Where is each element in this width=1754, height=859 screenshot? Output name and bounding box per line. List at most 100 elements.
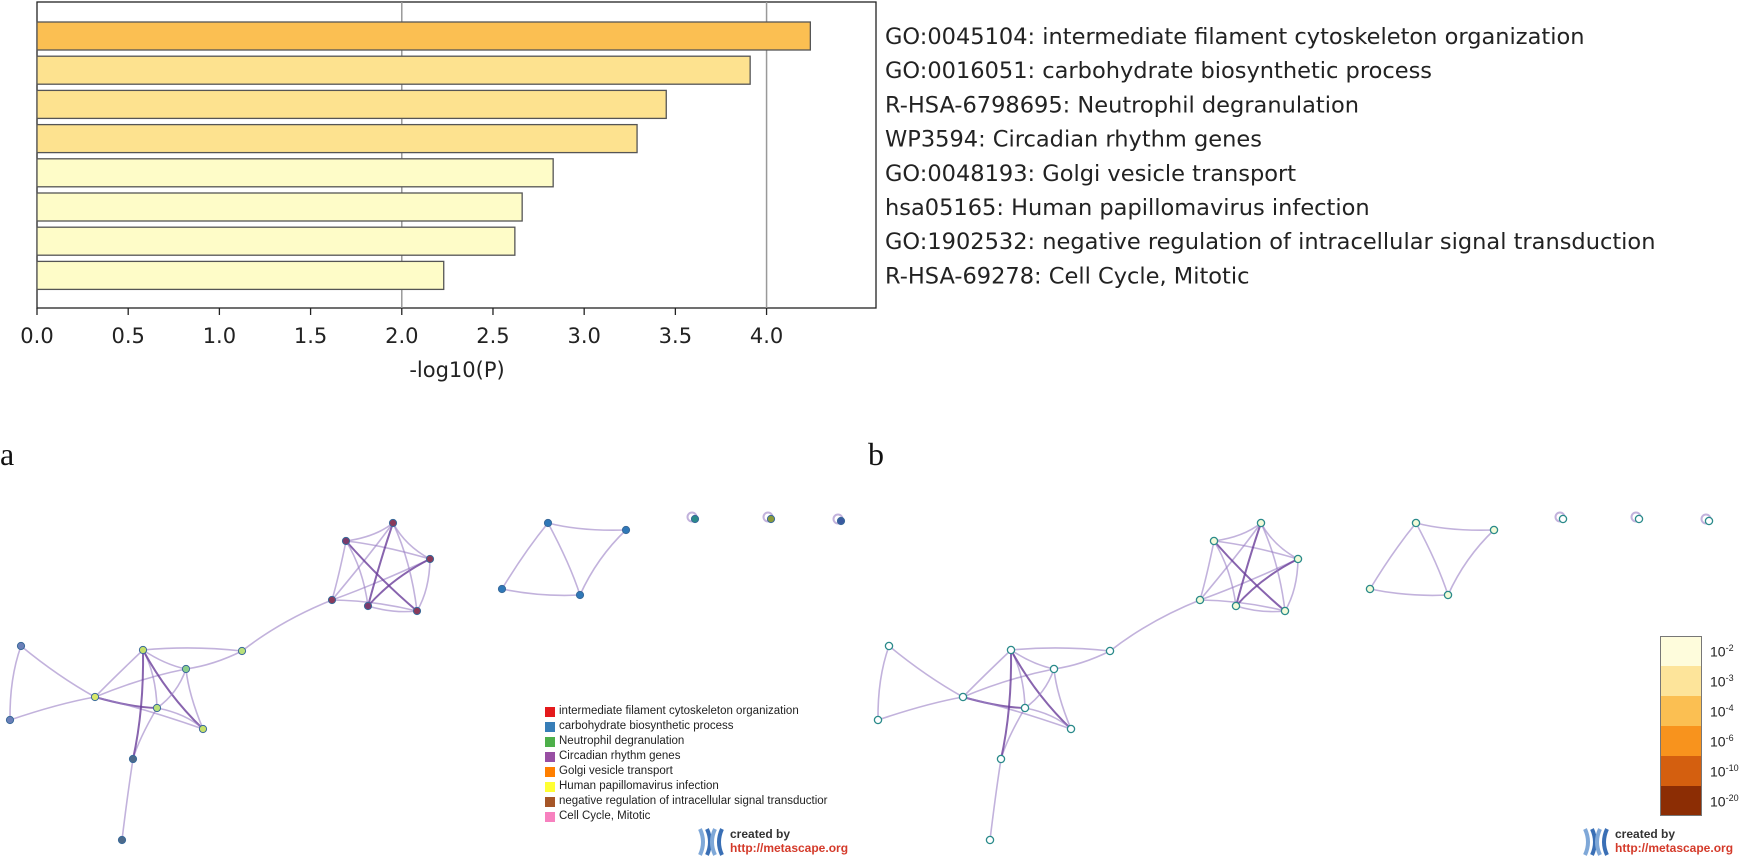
network-node[interactable] (1231, 601, 1241, 611)
enrichment-bar-chart: GO:0045104: intermediate filament cytosk… (20, 1, 1655, 382)
network-node[interactable] (1634, 514, 1644, 524)
network-node[interactable] (884, 641, 894, 651)
network-edge (1010, 649, 1072, 730)
metascape-credit-b: created by http://metascape.org (1582, 827, 1733, 857)
network-node[interactable] (388, 518, 398, 528)
network-edge (1213, 540, 1237, 607)
network-node[interactable] (1066, 724, 1076, 734)
credit-url[interactable]: http://metascape.org (1615, 841, 1734, 855)
legend-swatch (545, 781, 555, 792)
x-tick-label: 3.5 (659, 324, 692, 348)
network-edge (1284, 558, 1299, 612)
network-node[interactable] (1704, 516, 1714, 526)
category-label: hsa05165: Human papillomavirus infection (885, 195, 1370, 221)
network-node[interactable] (958, 692, 968, 702)
scale-label: 10-3 (1710, 672, 1734, 690)
network-node[interactable] (128, 754, 138, 764)
scale-swatch (1660, 756, 1702, 786)
scale-label: 10-10 (1710, 762, 1739, 780)
network-node[interactable] (1105, 646, 1115, 656)
legend-item: negative regulation of intracellular sig… (545, 794, 828, 809)
category-label: GO:1902532: negative regulation of intra… (885, 229, 1655, 255)
panel-label-a: a (0, 436, 15, 472)
network-node[interactable] (363, 601, 373, 611)
x-tick-label: 0.0 (20, 324, 53, 348)
network-node[interactable] (1049, 664, 1059, 674)
bar (36, 192, 523, 222)
network-edge (367, 558, 431, 607)
network-node[interactable] (1280, 606, 1290, 616)
category-label: GO:0045104: intermediate filament cytosk… (885, 24, 1584, 50)
network-node[interactable] (996, 754, 1006, 764)
network-node[interactable] (621, 525, 631, 535)
network-edge (132, 707, 158, 760)
scale-swatch (1660, 636, 1702, 666)
network-edge (9, 696, 96, 721)
x-tick-label: 1.0 (203, 324, 236, 348)
credit-url[interactable]: http://metascape.org (730, 841, 849, 855)
network-node[interactable] (836, 516, 846, 526)
network-node[interactable] (198, 724, 208, 734)
network-node[interactable] (766, 514, 776, 524)
network-edge (579, 529, 627, 596)
legend-swatch (545, 796, 555, 807)
network-node[interactable] (985, 835, 995, 845)
network-node[interactable] (1558, 514, 1568, 524)
x-tick-label: 3.0 (567, 324, 600, 348)
network-edge (331, 522, 394, 601)
scale-row: 10-6 (1660, 726, 1739, 756)
network-node[interactable] (575, 590, 585, 600)
network-edge (877, 696, 964, 721)
network-edge (1199, 540, 1215, 601)
network-node[interactable] (1489, 525, 1499, 535)
scale-swatch (1660, 696, 1702, 726)
network-node[interactable] (90, 692, 100, 702)
network-node[interactable] (412, 606, 422, 616)
network-node[interactable] (341, 536, 351, 546)
network-node[interactable] (1443, 590, 1453, 600)
network-edge (1000, 649, 1013, 760)
network-edge (888, 645, 964, 698)
legend-item: Human papillomavirus infection (545, 779, 828, 794)
scale-row: 10-2 (1660, 636, 1739, 666)
scale-row: 10-4 (1660, 696, 1739, 726)
network-node[interactable] (543, 518, 553, 528)
network-node[interactable] (873, 715, 883, 725)
network-node[interactable] (5, 715, 15, 725)
x-tick-label: 4.0 (750, 324, 783, 348)
category-label: GO:0016051: carbohydrate biosynthetic pr… (885, 58, 1432, 84)
network-node[interactable] (1293, 554, 1303, 564)
panel-label-b: b (868, 436, 884, 472)
scale-swatch (1660, 666, 1702, 696)
legend-label: Neutrophil degranulation (559, 735, 685, 747)
network-node[interactable] (425, 554, 435, 564)
network-node[interactable] (152, 703, 162, 713)
network-node[interactable] (1209, 536, 1219, 546)
network-node[interactable] (181, 664, 191, 674)
network-edge (962, 649, 1012, 698)
network-node[interactable] (16, 641, 26, 651)
network-node[interactable] (1195, 595, 1205, 605)
metascape-logo-icon (1583, 828, 1609, 856)
network-node[interactable] (1411, 518, 1421, 528)
network-node[interactable] (117, 835, 127, 845)
network-node[interactable] (1020, 703, 1030, 713)
bar (36, 158, 554, 188)
network-node[interactable] (327, 595, 337, 605)
legend-label: Golgi vesicle transport (559, 765, 673, 777)
network-edge (416, 558, 431, 612)
network-node[interactable] (497, 584, 507, 594)
network-node[interactable] (690, 514, 700, 524)
network-node[interactable] (1256, 518, 1266, 528)
legend-item: Neutrophil degranulation (545, 734, 828, 749)
x-tick-label: 2.5 (476, 324, 509, 348)
metascape-logo-icon (698, 828, 724, 856)
network-node[interactable] (1365, 584, 1375, 594)
credit-created-by: created by (730, 827, 791, 841)
metascape-credit-a: created by http://metascape.org (697, 827, 848, 857)
network-a (5, 511, 846, 845)
network-node[interactable] (237, 646, 247, 656)
network-node[interactable] (1006, 645, 1016, 655)
network-node[interactable] (138, 645, 148, 655)
network-edge (547, 522, 627, 532)
